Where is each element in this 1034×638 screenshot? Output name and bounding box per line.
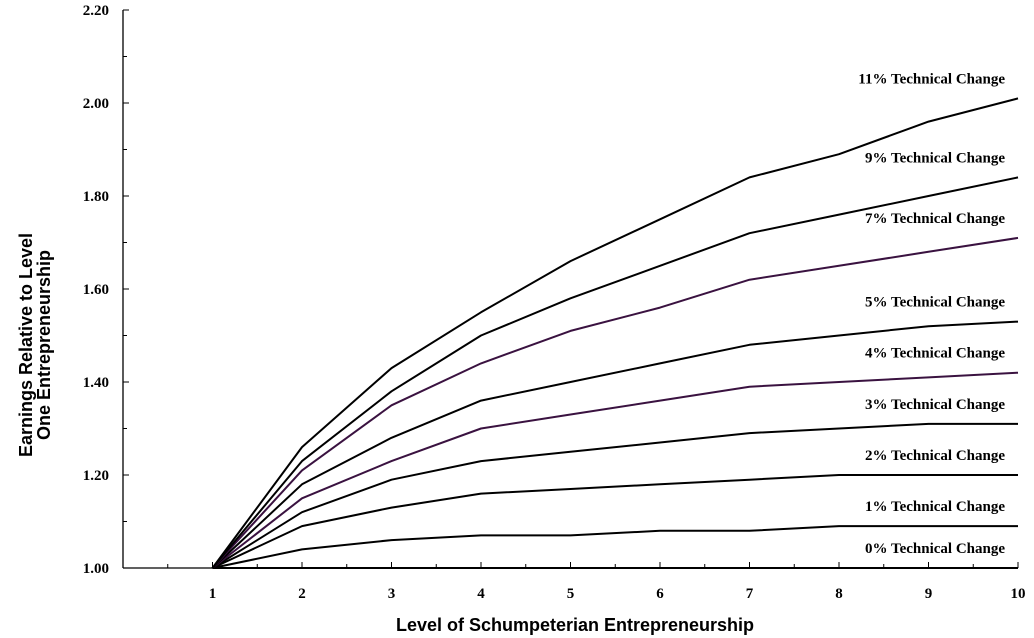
series-label: 0% Technical Change [865,541,1005,557]
x-tick-label: 8 [835,586,843,602]
series-label: 9% Technical Change [865,150,1005,166]
y-tick-label: 1.40 [83,375,109,391]
y-tick-label: 2.00 [83,96,109,112]
x-tick-label: 2 [298,586,306,602]
series-line [211,422,1018,569]
series-label: 11% Technical Change [858,71,1005,87]
x-tick-label: 3 [388,586,396,602]
x-tick-label: 1 [209,586,217,602]
x-tick-label: 5 [567,586,575,602]
series-line [212,525,1018,569]
y-tick-label: 1.60 [83,282,109,298]
series-layer [211,97,1019,569]
series-label: 3% Technical Change [865,397,1005,413]
x-tick-label: 9 [925,586,933,602]
series-label: 1% Technical Change [865,499,1005,515]
y-tick-label: 1.00 [83,561,109,577]
y-axis-title-line-2: One Entrepreneurship [34,250,54,440]
x-tick-label: 6 [656,586,664,602]
series-line [211,176,1019,569]
series-line [211,236,1019,569]
series-label: 7% Technical Change [865,211,1005,227]
series-line [211,97,1019,569]
y-axis-title: Earnings Relative to Level One Entrepren… [16,233,54,457]
x-axis-title: Level of Schumpeterian Entrepreneurship [396,615,754,635]
y-tick-label: 1.80 [83,189,109,205]
series-line [211,320,1019,569]
y-tick-label: 2.20 [83,3,109,19]
series-label: 2% Technical Change [865,448,1005,464]
series-label: 5% Technical Change [865,295,1005,311]
series-label: 4% Technical Change [865,346,1005,362]
x-tick-label: 7 [746,586,754,602]
x-tick-label: 4 [477,586,485,602]
x-tick-label: 10 [1011,586,1026,602]
y-axis-title-line-1: Earnings Relative to Level [16,233,36,457]
series-line [211,371,1019,569]
series-labels-layer: 0% Technical Change 1% Technical Change 2%… [858,71,1005,557]
y-tick-label: 1.20 [83,468,109,484]
series-line [212,474,1018,569]
